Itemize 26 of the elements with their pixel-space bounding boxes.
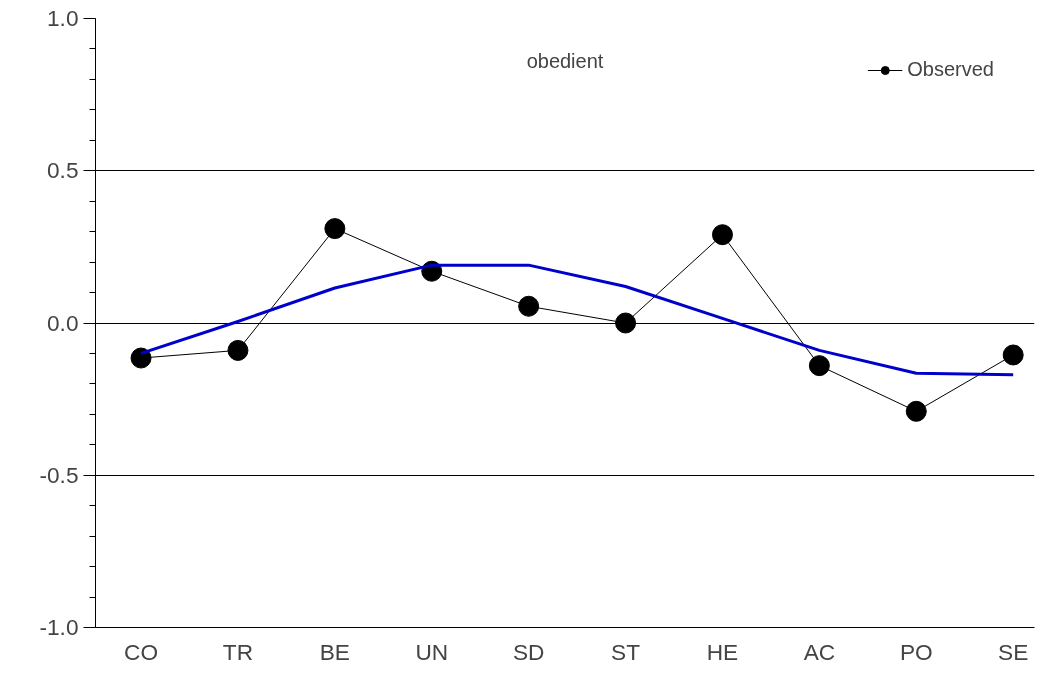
point: [130, 347, 152, 369]
text: obedient: [526, 50, 604, 73]
x-tick-label: SD: [512, 638, 545, 665]
y-tick-label: -0.5: [39, 461, 79, 488]
point: [808, 355, 830, 377]
point: [615, 312, 637, 334]
y-tick-label: 1.0: [47, 5, 79, 31]
y-tick-label: 0.0: [47, 309, 79, 336]
x-tick-label: ST: [611, 638, 641, 665]
x-tick-label: CO: [124, 638, 159, 665]
x-tick-label: SE: [998, 638, 1029, 665]
point: [1002, 344, 1024, 366]
x-tick-label: UN: [415, 638, 449, 665]
x-tick-label: AC: [803, 638, 836, 665]
point: [905, 400, 927, 422]
x-tick-label: HE: [706, 638, 739, 665]
legend-label: Observed: [907, 58, 994, 81]
x-tick-label: TR: [222, 638, 254, 665]
point: [227, 339, 249, 361]
y-tick-label: 0.5: [47, 157, 79, 184]
y-tick-label: -1.0: [39, 614, 79, 640]
point: [518, 295, 540, 317]
point: [711, 224, 733, 246]
point: [324, 218, 346, 240]
x-tick-label: PO: [899, 638, 933, 665]
x-tick-label: BE: [319, 638, 350, 665]
